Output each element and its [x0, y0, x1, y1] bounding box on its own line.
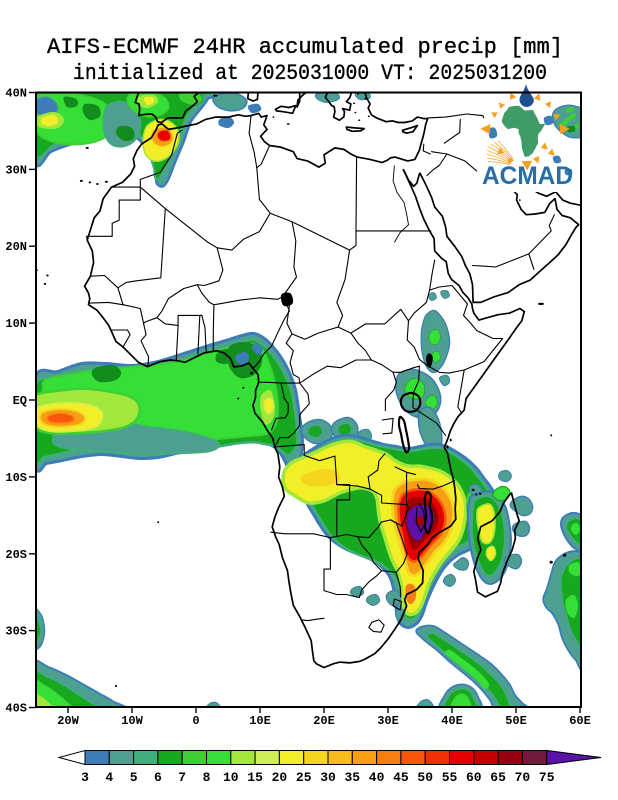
svg-text:AIFS-ECMWF 24HR accumulated pr: AIFS-ECMWF 24HR accumulated precip [mm] — [47, 35, 563, 60]
svg-text:60: 60 — [466, 770, 482, 785]
svg-text:70: 70 — [515, 770, 531, 785]
svg-text:40E: 40E — [441, 714, 463, 728]
svg-text:15: 15 — [247, 770, 263, 785]
svg-text:50E: 50E — [505, 714, 527, 728]
svg-text:0: 0 — [192, 714, 199, 728]
svg-text:ACMAD: ACMAD — [482, 162, 573, 190]
svg-text:6: 6 — [154, 770, 162, 785]
svg-text:10E: 10E — [249, 714, 271, 728]
svg-text:10N: 10N — [5, 317, 27, 331]
svg-text:40: 40 — [369, 770, 385, 785]
svg-text:3: 3 — [81, 770, 89, 785]
svg-text:EQ: EQ — [13, 394, 27, 408]
svg-text:60E: 60E — [569, 714, 591, 728]
svg-text:20E: 20E — [313, 714, 335, 728]
svg-text:5: 5 — [130, 770, 138, 785]
svg-text:20N: 20N — [5, 240, 27, 254]
svg-text:50: 50 — [417, 770, 433, 785]
svg-text:10S: 10S — [5, 471, 27, 485]
svg-text:20W: 20W — [57, 714, 79, 728]
svg-text:8: 8 — [203, 770, 211, 785]
svg-text:25: 25 — [296, 770, 312, 785]
svg-text:75: 75 — [539, 770, 555, 785]
svg-text:30E: 30E — [377, 714, 399, 728]
svg-text:40S: 40S — [5, 702, 27, 716]
svg-text:45: 45 — [393, 770, 409, 785]
svg-text:initialized at 2025031000 VT:: initialized at 2025031000 VT: 2025031200 — [73, 61, 547, 86]
svg-text:35: 35 — [344, 770, 360, 785]
svg-text:30N: 30N — [5, 163, 27, 177]
svg-text:7: 7 — [178, 770, 186, 785]
svg-text:30S: 30S — [5, 625, 27, 639]
svg-text:20S: 20S — [5, 548, 27, 562]
svg-text:40N: 40N — [5, 87, 27, 101]
svg-text:10: 10 — [223, 770, 239, 785]
svg-text:55: 55 — [442, 770, 458, 785]
svg-text:10W: 10W — [121, 714, 143, 728]
svg-text:30: 30 — [320, 770, 336, 785]
svg-text:20: 20 — [272, 770, 288, 785]
svg-text:65: 65 — [490, 770, 506, 785]
svg-text:4: 4 — [105, 770, 113, 785]
